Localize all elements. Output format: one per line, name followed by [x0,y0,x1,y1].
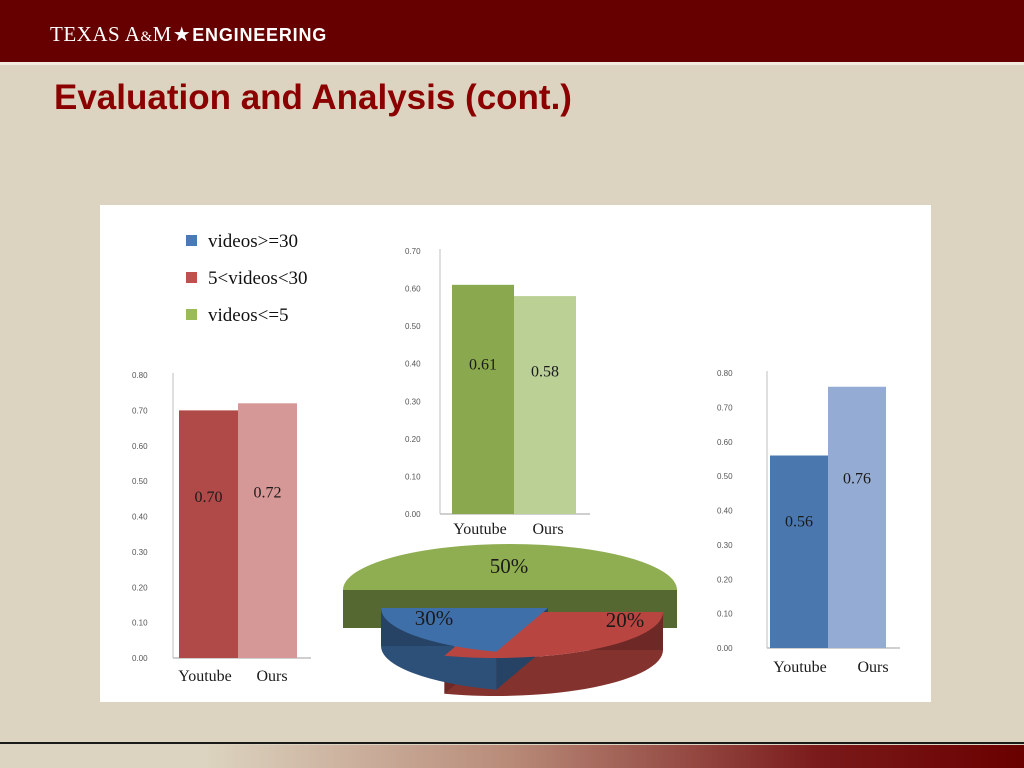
star-icon: ★ [172,24,192,46]
y-tick-label: 0.10 [717,610,733,619]
bar [179,410,238,658]
slide-title: Evaluation and Analysis (cont.) [54,78,572,117]
bar [828,386,886,648]
bar-data-label: 0.76 [843,470,871,487]
bar-chart-1: 0.00 0.10 0.20 0.30 0.40 0.50 0.60 0.70 0.80 0.70… [132,371,311,685]
y-tick-label: 0.10 [405,472,421,481]
y-tick-label: 0.20 [405,435,421,444]
legend-label: videos>=30 [208,231,298,252]
y-tick-label: 0.60 [717,438,733,447]
legend-swatch [186,235,197,246]
legend-label: 5<videos<30 [208,268,308,289]
bar-chart-3: 0.00 0.10 0.20 0.30 0.40 0.50 0.60 0.70 0.80 0.56… [717,369,900,676]
footer-divider [0,742,1024,744]
y-tick-label: 0.60 [405,285,421,294]
y-tick-label: 0.50 [132,477,148,486]
y-tick-label: 0.40 [132,513,148,522]
y-tick-label: 0.70 [132,406,148,415]
category-label: Youtube [773,659,827,676]
bar-data-label: 0.61 [469,357,497,374]
bar-chart-2: 0.00 0.10 0.20 0.30 0.40 0.50 0.60 0.70 0.61 Yout… [405,247,590,538]
y-tick-label: 0.10 [132,619,148,628]
header-bar: TEXAS A&M★ENGINEERING [0,0,1024,65]
y-tick-label: 0.70 [405,247,421,256]
chart-legend: videos>=30 5<videos<30 videos<=5 [186,231,308,326]
bar-data-label: 0.72 [254,485,282,502]
figure-panel: videos>=30 5<videos<30 videos<=5 0.00 0.10 0… [100,205,931,702]
legend-swatch [186,309,197,320]
pie-data-label: 20% [606,608,645,632]
pie-slice [381,608,548,652]
y-tick-label: 0.60 [132,442,148,451]
pie-slice-side [381,608,497,690]
pie-chart: 50% 30% 20% [343,544,677,696]
category-label: Youtube [453,521,507,538]
pie-slice [343,544,677,590]
y-tick-label: 0.80 [717,369,733,378]
y-tick-label: 0.40 [717,507,733,516]
category-label: Youtube [178,668,232,685]
brand-m: M [152,22,172,46]
y-tick-label: 0.00 [405,510,421,519]
bar-data-label: 0.58 [531,364,559,381]
y-tick-label: 0.30 [717,541,733,550]
bar [238,403,297,658]
brand-texas: TEXAS A [50,22,141,46]
y-tick-label: 0.50 [717,472,733,481]
y-tick-label: 0.50 [405,322,421,331]
bar [770,455,828,648]
y-tick-label: 0.30 [132,548,148,557]
y-tick-label: 0.20 [132,583,148,592]
bar-data-label: 0.56 [785,514,813,531]
legend-swatch [186,272,197,283]
category-label: Ours [256,668,287,685]
y-tick-label: 0.70 [717,403,733,412]
y-tick-label: 0.00 [132,654,148,663]
y-tick-label: 0.20 [717,575,733,584]
bar-charts: 0.00 0.10 0.20 0.30 0.40 0.50 0.60 0.70 0.80 0.70… [132,247,900,685]
legend-label: videos<=5 [208,305,289,326]
y-tick-label: 0.40 [405,360,421,369]
bar [514,296,576,514]
footer-band [0,745,1024,768]
pie-data-label: 30% [415,606,454,630]
brand-logo: TEXAS A&M★ENGINEERING [50,22,327,47]
brand-engineering: ENGINEERING [192,25,328,45]
bar [452,284,514,514]
y-tick-label: 0.00 [717,644,733,653]
pie-data-label: 50% [490,554,529,578]
category-label: Ours [857,659,888,676]
y-tick-label: 0.30 [405,397,421,406]
y-tick-label: 0.80 [132,371,148,380]
category-label: Ours [532,521,563,538]
brand-ampersand: & [140,29,153,45]
bar-data-label: 0.70 [195,489,223,506]
